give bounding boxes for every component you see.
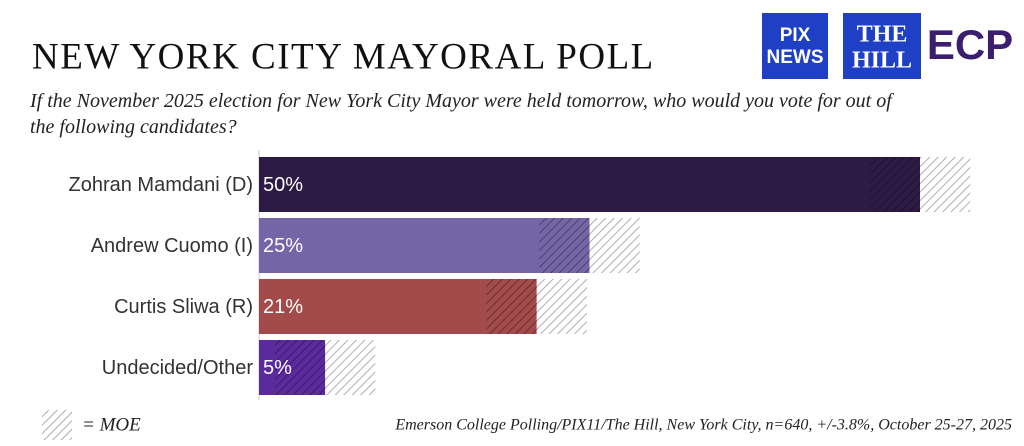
moe-overlay (869, 157, 920, 212)
value-label: 5% (263, 357, 292, 379)
bars: Zohran Mamdani (D) 50% Andrew Cuomo (I) 25%… (68, 157, 971, 395)
moe-overlay (539, 218, 590, 273)
source: Emerson College Polling/PIX11/The Hill, … (394, 417, 1012, 434)
value-label: 50% (263, 174, 303, 196)
bar (259, 218, 590, 273)
moe-overlay (486, 279, 537, 334)
pix-logo (762, 13, 828, 79)
legend-label: = MOE (82, 414, 141, 435)
logo-text: PIX (780, 25, 811, 46)
category-label: Zohran Mamdani (D) (68, 174, 253, 196)
bar (259, 157, 920, 212)
chart-subtitle: If the November 2025 election for New Yo… (30, 90, 892, 138)
logo-text: THE (857, 22, 908, 48)
logo-text: NEWS (767, 47, 824, 68)
logo-text: ECP (927, 21, 1013, 68)
legend-swatch (42, 410, 72, 440)
value-label: 25% (263, 235, 303, 257)
category-label: Andrew Cuomo (I) (91, 235, 253, 257)
value-label: 21% (263, 296, 303, 318)
category-label: Undecided/Other (102, 357, 254, 379)
subtitle-box: If the November 2025 election for New Yo… (30, 90, 892, 138)
hill-logo (843, 13, 921, 79)
logo-text: HILL (852, 48, 912, 74)
moe-overlay (274, 340, 326, 395)
chart-title: NEW YORK CITY MAYORAL POLL (32, 36, 655, 77)
category-label: Curtis Sliwa (R) (114, 296, 253, 318)
